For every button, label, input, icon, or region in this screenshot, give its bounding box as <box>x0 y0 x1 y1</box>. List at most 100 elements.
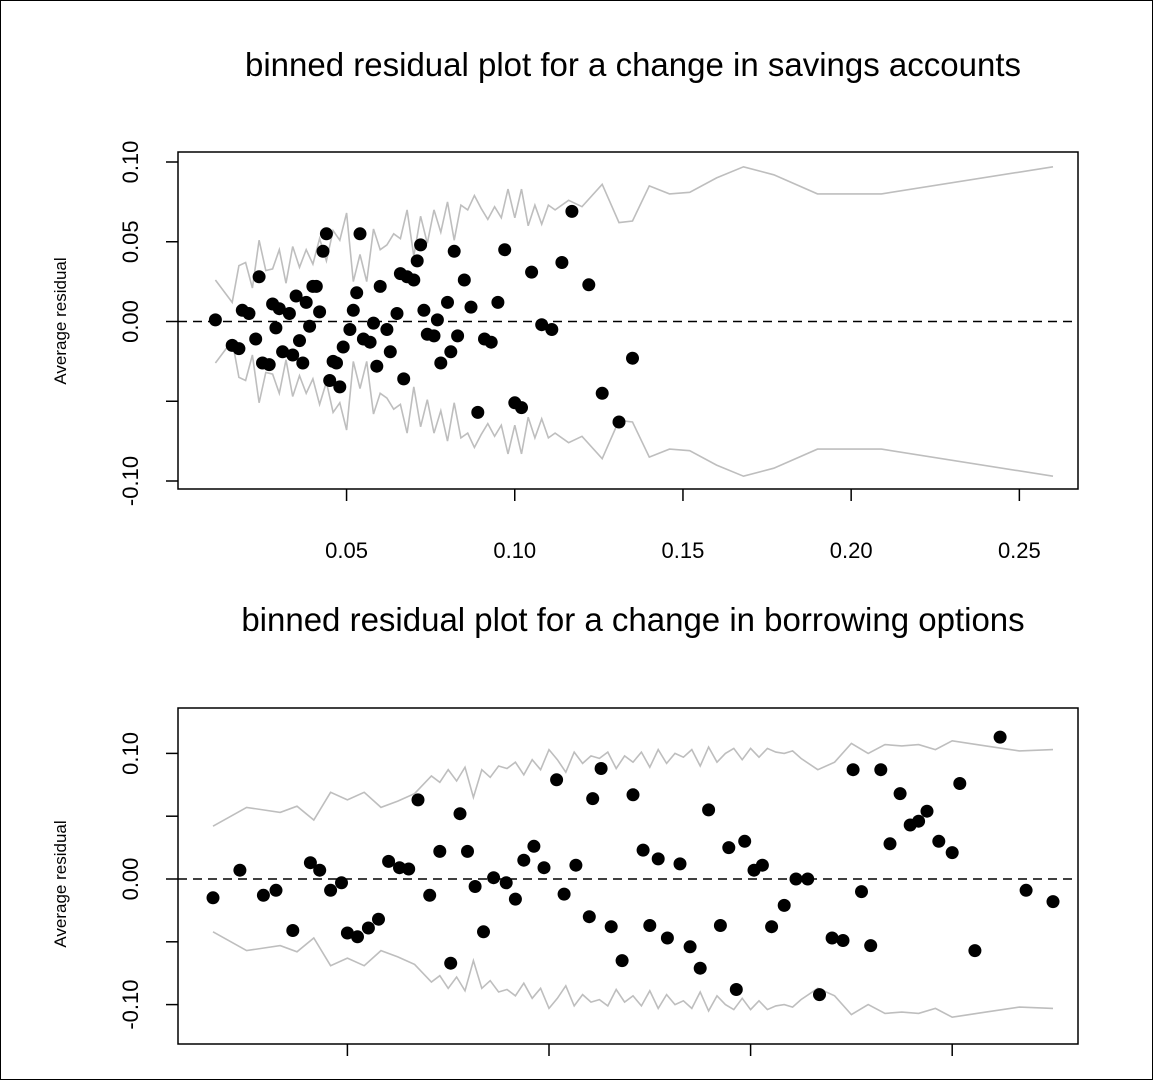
data-point-borrowing <box>402 862 416 876</box>
data-point-borrowing <box>813 988 826 1002</box>
data-point-savings <box>350 286 364 300</box>
data-point-borrowing <box>1046 895 1060 909</box>
data-point-borrowing <box>557 887 571 901</box>
y-tick-label-borrowing: 0.10 <box>118 732 143 775</box>
data-point-savings <box>262 358 276 372</box>
data-point-savings <box>457 273 471 287</box>
data-point-borrowing <box>755 858 769 872</box>
data-point-borrowing <box>499 876 513 890</box>
data-point-savings <box>282 307 296 320</box>
data-point-savings <box>565 204 579 218</box>
data-point-savings <box>343 323 357 336</box>
data-point-savings <box>330 356 343 370</box>
data-point-savings <box>293 334 306 348</box>
data-point-savings <box>316 244 330 258</box>
data-point-borrowing <box>722 841 736 855</box>
data-point-borrowing <box>846 763 860 777</box>
data-point-borrowing <box>340 926 354 940</box>
data-point-borrowing <box>626 788 640 802</box>
savings-accounts-panel: binned residual plot for a change in sav… <box>51 46 1079 563</box>
data-point-borrowing <box>920 804 934 818</box>
data-point-savings <box>595 386 609 400</box>
data-point-savings <box>363 335 377 349</box>
x-tick-label-savings: 0.10 <box>493 538 536 563</box>
data-point-borrowing <box>777 898 791 912</box>
data-point-savings <box>515 401 528 415</box>
data-point-borrowing <box>594 762 608 775</box>
data-point-savings <box>272 302 286 316</box>
x-tick-label-savings: 0.20 <box>830 538 873 563</box>
data-point-borrowing <box>825 931 839 945</box>
data-point-savings <box>417 303 431 317</box>
y-tick-label-borrowing: -0.10 <box>118 980 143 1030</box>
data-point-borrowing <box>615 954 629 968</box>
data-point-borrowing <box>968 944 982 958</box>
data-point-savings <box>303 319 317 333</box>
data-point-borrowing <box>713 919 727 932</box>
bounds-group-savings <box>214 165 1054 478</box>
data-point-borrowing <box>527 839 541 853</box>
data-point-borrowing <box>423 888 437 902</box>
data-point-savings <box>276 345 290 359</box>
data-point-savings <box>535 318 549 332</box>
points-group-borrowing <box>206 730 1060 1002</box>
data-point-borrowing <box>517 853 531 867</box>
data-point-savings <box>242 307 256 320</box>
data-point-borrowing <box>324 883 338 897</box>
data-point-savings <box>208 313 222 327</box>
data-point-borrowing <box>660 931 674 945</box>
x-tick-label-savings: 0.05 <box>325 538 368 563</box>
data-point-borrowing <box>372 912 385 926</box>
data-point-borrowing <box>453 807 467 821</box>
data-point-savings <box>484 335 498 349</box>
data-point-savings <box>346 303 360 317</box>
data-point-borrowing <box>256 888 270 902</box>
y-tick-label-savings: 0.10 <box>118 141 143 184</box>
data-point-savings <box>491 295 505 309</box>
data-point-savings <box>313 305 327 319</box>
bound-line-upper-savings <box>214 165 1054 305</box>
data-point-savings <box>447 244 461 258</box>
data-point-savings <box>444 345 458 359</box>
data-point-borrowing <box>801 872 815 886</box>
data-point-borrowing <box>683 940 697 954</box>
data-point-savings <box>373 279 387 293</box>
data-point-savings <box>336 340 350 354</box>
data-point-borrowing <box>586 792 600 806</box>
data-point-savings <box>252 270 266 284</box>
data-point-borrowing <box>912 814 926 828</box>
data-point-savings <box>319 227 333 241</box>
data-point-borrowing <box>651 852 665 866</box>
bound-line-lower-savings <box>214 338 1054 478</box>
data-point-savings <box>430 313 444 327</box>
data-point-savings <box>390 307 404 320</box>
data-point-savings <box>299 295 313 309</box>
data-point-borrowing <box>537 861 551 875</box>
data-point-savings <box>383 345 397 359</box>
data-point-savings <box>410 254 424 268</box>
data-point-borrowing <box>233 863 247 877</box>
x-tick-label-savings: 0.15 <box>662 538 705 563</box>
points-group-savings <box>208 204 639 429</box>
data-point-savings <box>370 359 384 373</box>
chart-title-borrowing: binned residual plot for a change in bor… <box>241 601 1024 638</box>
data-point-borrowing <box>468 880 482 893</box>
x-tick-label-savings: 0.25 <box>998 538 1041 563</box>
data-point-borrowing <box>945 846 959 860</box>
data-point-savings <box>367 316 380 330</box>
data-point-borrowing <box>477 925 490 939</box>
data-point-savings <box>471 405 485 419</box>
data-point-savings <box>414 238 428 252</box>
data-point-savings <box>498 243 512 257</box>
data-point-borrowing <box>855 885 868 899</box>
data-point-borrowing <box>729 983 743 996</box>
y-tick-label-borrowing: 0.00 <box>118 858 143 901</box>
plot-box-borrowing <box>177 707 1079 1045</box>
chart-title-savings: binned residual plot for a change in sav… <box>245 46 1021 83</box>
data-point-borrowing <box>461 844 474 858</box>
data-point-borrowing <box>335 876 348 890</box>
data-point-borrowing <box>702 803 716 817</box>
data-point-borrowing <box>351 930 364 944</box>
